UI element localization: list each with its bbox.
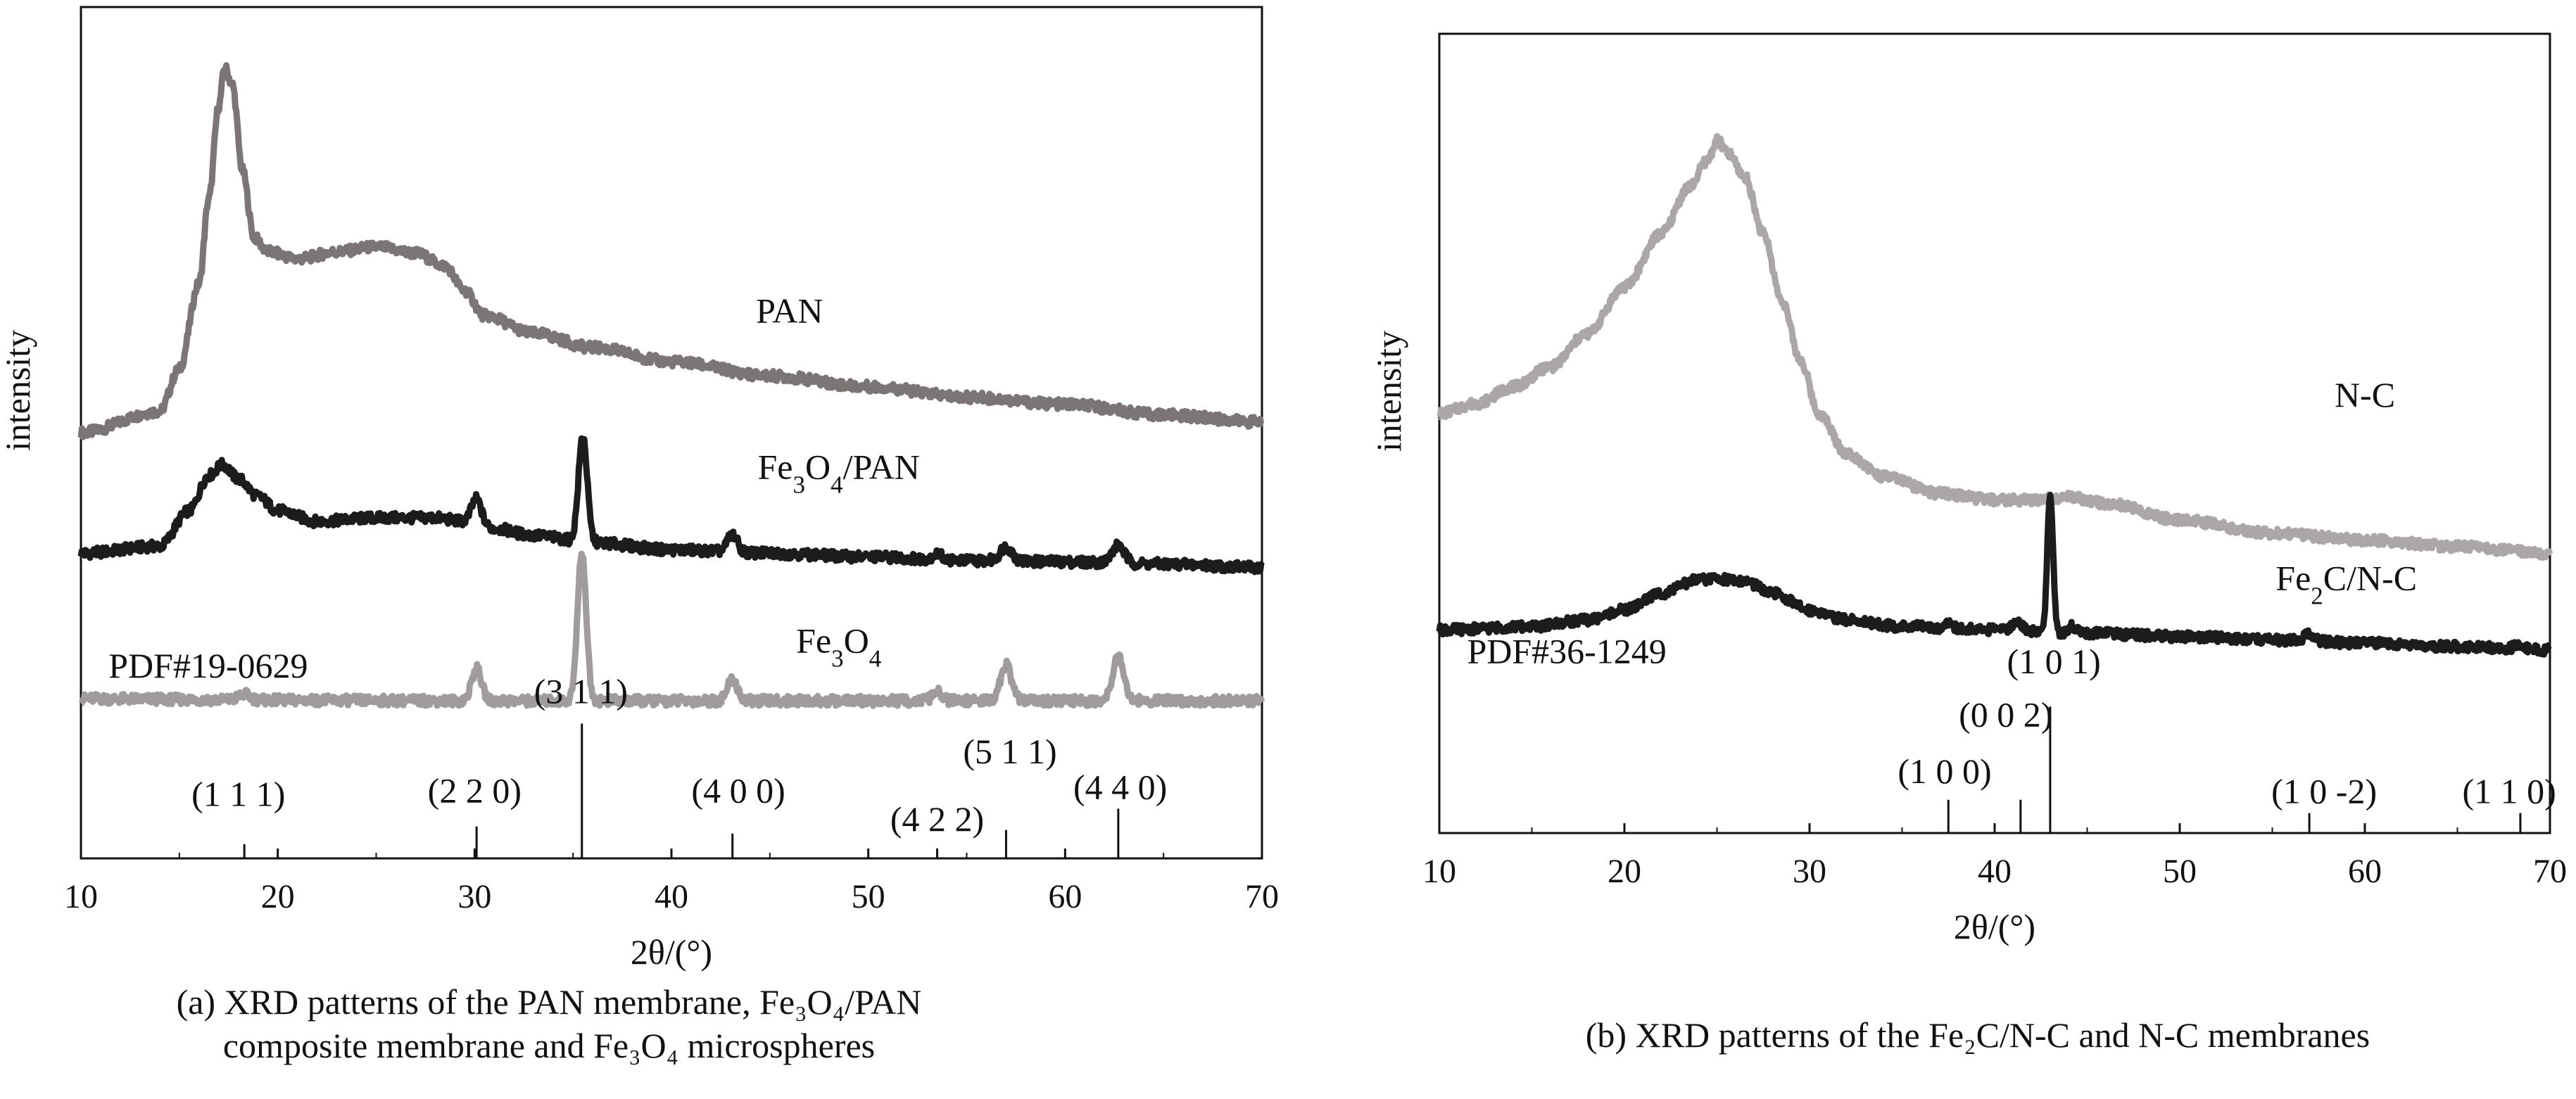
miller-index-label: (4 4 0) — [1073, 767, 1167, 806]
x-tick-label: 70 — [2533, 853, 2567, 890]
miller-index-label: (1 0 0) — [1898, 751, 1991, 791]
y-axis-label: intensity — [0, 330, 37, 451]
x-tick-label: 10 — [1422, 853, 1456, 890]
series-line — [77, 435, 1265, 576]
panel-a-caption-line1: (a) XRD patterns of the PAN membrane, Fe… — [176, 982, 922, 1022]
x-tick-label: 30 — [457, 878, 491, 915]
series-label: Fe3O4 — [796, 621, 881, 673]
series-line — [1436, 491, 2553, 658]
miller-index-label: (0 0 2) — [1959, 695, 2052, 735]
x-tick-label: 20 — [1608, 853, 1641, 890]
panel-a-caption: (a) XRD patterns of the PAN membrane, Fe… — [42, 980, 1056, 1067]
x-axis-label: 2θ/(°) — [631, 932, 712, 972]
x-tick-label: 40 — [1978, 853, 2012, 890]
series-line — [1437, 133, 2553, 561]
series-label: Fe3O4/PAN — [757, 447, 919, 499]
panel-b-caption-line1: (b) XRD patterns of the Fe₂C/N-C and N-C… — [1585, 1015, 2370, 1055]
reference-card-label: PDF#36-1249 — [1467, 632, 1666, 671]
miller-index-label: (1 0 -2) — [2271, 772, 2377, 811]
miller-index-label: (1 1 0) — [2462, 772, 2556, 811]
miller-index-label: (4 2 2) — [890, 799, 984, 839]
miller-index-label: (1 1 1) — [191, 775, 285, 814]
series-line — [77, 62, 1265, 440]
x-tick-label: 60 — [2348, 853, 2382, 890]
plot-frame — [80, 6, 1263, 860]
x-tick-label: 50 — [852, 878, 885, 915]
panel-b-caption: (b) XRD patterns of the Fe₂C/N-C and N-C… — [1401, 1013, 2555, 1057]
x-tick-label: 70 — [1245, 878, 1279, 915]
x-tick-label: 50 — [2163, 853, 2197, 890]
panel-a-chart: 10 20 30 40 50 60 70 2θ/(°) intensity PAN Fe3O4/PA… — [0, 6, 1279, 972]
miller-index-label: (5 1 1) — [963, 732, 1056, 771]
miller-index-label: (4 0 0) — [691, 770, 785, 810]
miller-index-label: (1 0 1) — [2007, 642, 2101, 681]
series-label: Fe2C/N-C — [2275, 558, 2417, 609]
y-axis-label: intensity — [1369, 331, 1408, 452]
panel-a-caption-line2: composite membrane and Fe₃O₄ microsphere… — [222, 1026, 876, 1065]
miller-index-label: (3 1 1) — [534, 671, 628, 711]
series-label: PAN — [756, 291, 823, 331]
x-tick-label: 10 — [64, 878, 98, 915]
x-tick-label: 40 — [655, 878, 688, 915]
x-tick-label: 20 — [261, 878, 295, 915]
x-tick-label: 30 — [1793, 853, 1826, 890]
series-label: N-C — [2335, 375, 2395, 414]
x-tick-label: 60 — [1048, 878, 1082, 915]
series-line — [78, 550, 1265, 709]
miller-index-label: (2 2 0) — [428, 770, 522, 810]
x-axis-label: 2θ/(°) — [1954, 907, 2035, 946]
panel-b-chart: 10 20 30 40 50 60 70 2θ/(°) intensity N-C Fe2C/N-C… — [1369, 32, 2567, 946]
reference-card-label: PDF#19-0629 — [108, 646, 308, 685]
